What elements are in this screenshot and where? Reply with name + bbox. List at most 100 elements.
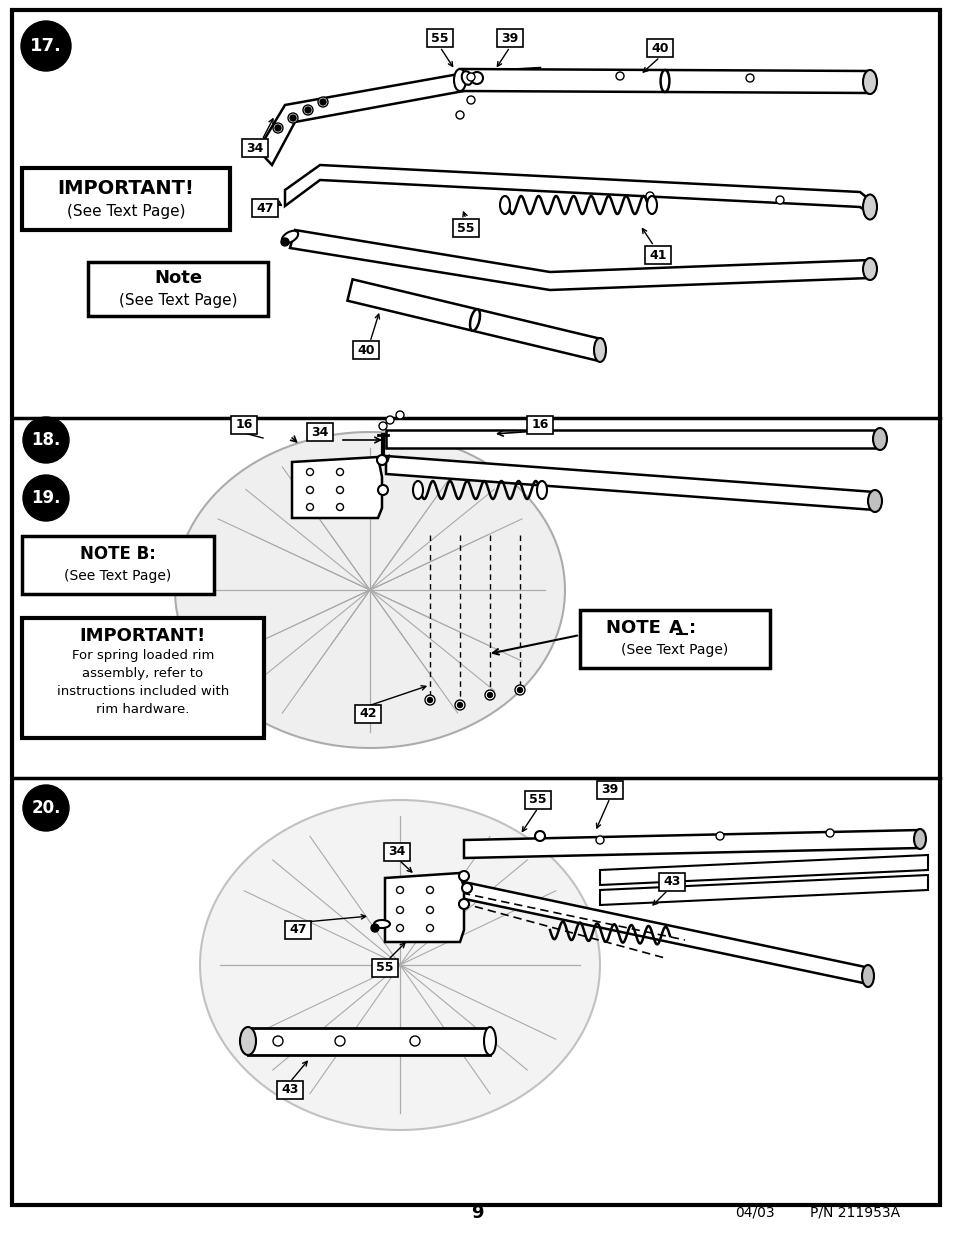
Polygon shape	[248, 1028, 490, 1055]
Circle shape	[371, 924, 378, 932]
Circle shape	[281, 238, 289, 246]
Circle shape	[396, 925, 403, 931]
Bar	[453, 219, 478, 237]
Circle shape	[378, 422, 387, 430]
Polygon shape	[459, 882, 869, 984]
Bar	[22, 536, 213, 594]
Polygon shape	[459, 69, 869, 93]
Circle shape	[395, 411, 403, 419]
Text: assembly, refer to: assembly, refer to	[82, 667, 203, 680]
Text: 16: 16	[235, 419, 253, 431]
Circle shape	[273, 124, 283, 133]
Text: 39: 39	[600, 783, 618, 797]
Text: 42: 42	[359, 708, 376, 720]
Polygon shape	[385, 873, 463, 942]
Bar	[579, 610, 769, 668]
Text: 41: 41	[649, 248, 666, 262]
Bar	[427, 28, 453, 47]
Circle shape	[424, 695, 435, 705]
Circle shape	[396, 906, 403, 914]
Circle shape	[336, 487, 343, 494]
Circle shape	[23, 785, 69, 831]
Text: rim hardware.: rim hardware.	[96, 704, 190, 716]
Circle shape	[467, 96, 475, 104]
Bar	[372, 960, 397, 977]
Text: IMPORTANT!: IMPORTANT!	[57, 179, 194, 198]
Text: 19.: 19.	[31, 489, 61, 508]
Circle shape	[456, 111, 463, 119]
Text: 04/03: 04/03	[735, 1207, 774, 1220]
Circle shape	[336, 504, 343, 510]
Bar	[285, 921, 311, 939]
Circle shape	[305, 107, 311, 112]
Text: (See Text Page): (See Text Page)	[64, 569, 172, 583]
Circle shape	[23, 417, 69, 463]
Bar	[22, 618, 264, 739]
Circle shape	[274, 125, 281, 131]
Ellipse shape	[913, 829, 925, 848]
Bar	[242, 140, 268, 157]
Text: 55: 55	[456, 221, 475, 235]
Circle shape	[273, 1036, 283, 1046]
Polygon shape	[386, 456, 874, 510]
Circle shape	[377, 485, 388, 495]
Ellipse shape	[413, 480, 422, 499]
Circle shape	[455, 700, 464, 710]
Text: 43: 43	[662, 876, 680, 888]
Ellipse shape	[499, 196, 510, 214]
Text: 40: 40	[356, 343, 375, 357]
Ellipse shape	[646, 196, 657, 214]
Ellipse shape	[483, 1028, 496, 1055]
Ellipse shape	[867, 490, 882, 513]
Bar	[526, 416, 553, 433]
Ellipse shape	[240, 1028, 255, 1055]
Text: A: A	[668, 619, 682, 637]
Circle shape	[616, 72, 623, 80]
Text: 20.: 20.	[31, 799, 61, 818]
Bar	[644, 246, 670, 264]
Circle shape	[426, 906, 433, 914]
Polygon shape	[257, 68, 539, 165]
Bar	[22, 168, 230, 230]
Circle shape	[396, 887, 403, 893]
Text: 39: 39	[501, 32, 518, 44]
Ellipse shape	[862, 258, 876, 280]
Text: 16: 16	[531, 419, 548, 431]
Polygon shape	[599, 876, 927, 905]
Circle shape	[288, 112, 297, 124]
Circle shape	[458, 899, 469, 909]
Circle shape	[410, 1036, 419, 1046]
Bar	[276, 1081, 303, 1099]
Ellipse shape	[872, 429, 886, 450]
Bar	[355, 705, 380, 722]
Circle shape	[427, 698, 432, 703]
Ellipse shape	[461, 72, 472, 85]
Circle shape	[745, 74, 753, 82]
Text: 34: 34	[246, 142, 263, 154]
Text: 55: 55	[431, 32, 448, 44]
Circle shape	[335, 1036, 345, 1046]
Text: 43: 43	[281, 1083, 298, 1097]
Circle shape	[306, 487, 314, 494]
Circle shape	[426, 887, 433, 893]
Bar	[524, 790, 551, 809]
Circle shape	[336, 468, 343, 475]
Circle shape	[645, 191, 654, 200]
Text: :: :	[688, 619, 696, 637]
Circle shape	[825, 829, 833, 837]
Circle shape	[487, 693, 492, 698]
Bar	[497, 28, 522, 47]
Ellipse shape	[862, 965, 873, 987]
Ellipse shape	[174, 432, 564, 748]
Bar	[597, 781, 622, 799]
Circle shape	[457, 703, 462, 708]
Text: P/N 211953A: P/N 211953A	[809, 1207, 899, 1220]
Ellipse shape	[659, 70, 669, 91]
Text: (See Text Page): (See Text Page)	[118, 293, 237, 308]
Circle shape	[317, 98, 328, 107]
Text: instructions included with: instructions included with	[57, 685, 229, 699]
Polygon shape	[347, 279, 602, 361]
Circle shape	[515, 685, 524, 695]
Circle shape	[484, 690, 495, 700]
Ellipse shape	[470, 309, 479, 331]
